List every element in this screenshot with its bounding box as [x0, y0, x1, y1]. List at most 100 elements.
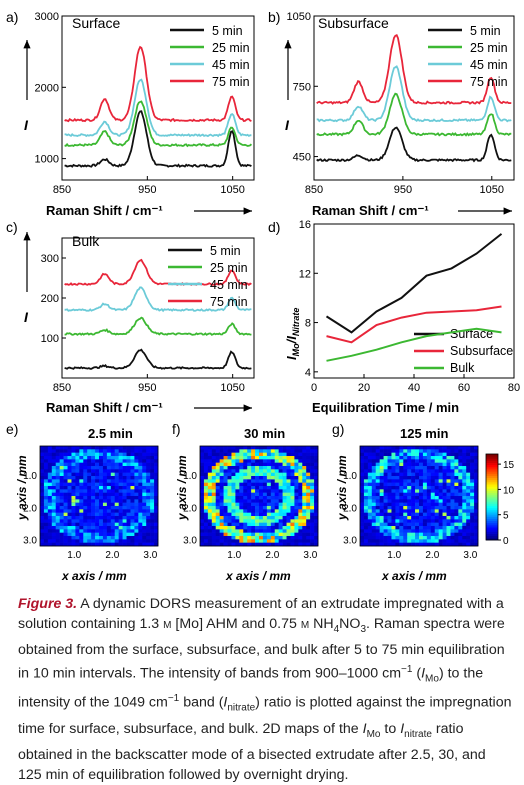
heatmap-cell — [379, 489, 384, 493]
heatmap-cell — [200, 542, 205, 547]
heatmap-cell — [270, 539, 276, 543]
heatmap-cell — [227, 446, 232, 450]
heatmap-cell — [446, 522, 451, 527]
heatmap-cell — [251, 469, 256, 473]
heatmap-cell — [102, 516, 108, 520]
heatmap-cell — [59, 449, 64, 453]
series-line-25-min — [64, 316, 252, 336]
heatmap-cell — [422, 469, 428, 473]
heatmap-cell — [360, 446, 365, 450]
heatmap-cell — [411, 456, 416, 460]
heatmap-cell — [200, 476, 205, 480]
heatmap-cell — [146, 506, 151, 510]
heatmap-cell — [203, 496, 209, 500]
x-tick-label: 1.0 — [67, 550, 81, 561]
heatmap-cell — [442, 446, 447, 450]
heatmap-cell — [278, 489, 283, 493]
heatmap-cell — [430, 526, 436, 530]
heatmap-cell — [419, 496, 424, 500]
heatmap-cell — [219, 482, 224, 487]
heatmap-cell — [415, 522, 420, 527]
heatmap-cell — [79, 512, 84, 517]
heatmap-cell — [375, 452, 380, 457]
x-tick-label: 3.0 — [463, 550, 477, 561]
heatmap-cell — [75, 532, 80, 537]
heatmap-cell — [211, 489, 217, 493]
heatmap-cell — [239, 512, 244, 517]
heatmap-cell — [211, 526, 217, 530]
heatmap-cell — [419, 509, 424, 513]
heatmap-cell — [363, 529, 369, 533]
x-tick-label: 1050 — [480, 184, 504, 196]
heatmap-cell — [247, 479, 252, 483]
heatmap-cell — [255, 499, 260, 503]
plot-frame-b — [313, 15, 515, 181]
heatmap-cell — [110, 519, 116, 523]
heatmap-cell — [255, 469, 260, 473]
heatmap-cell — [454, 496, 459, 500]
heatmap-cell — [387, 459, 392, 463]
heatmap-cell — [434, 462, 439, 467]
colorbar-segment — [486, 533, 498, 537]
heatmap-cell — [403, 499, 408, 503]
heatmap-cell — [130, 509, 135, 513]
heatmap-cell — [371, 492, 377, 497]
heatmap-cell — [262, 472, 268, 477]
heatmap-cell — [239, 522, 244, 527]
heatmap-cell — [91, 489, 96, 493]
heatmap-cell — [122, 446, 127, 450]
heatmap-cell — [399, 452, 404, 457]
heatmap-cell — [255, 506, 260, 510]
heatmap-cell — [270, 512, 276, 517]
heatmap-cell — [55, 539, 60, 543]
heatmap-cell — [391, 496, 396, 500]
heatmap-cell — [375, 512, 380, 517]
heatmap-cell — [411, 536, 416, 540]
heatmap-cell — [142, 446, 147, 450]
colorbar-segment — [486, 492, 498, 496]
heatmap-cell — [59, 532, 64, 537]
heatmap-cell — [360, 482, 365, 487]
heatmap-cell — [95, 446, 100, 450]
heatmap-cell — [251, 499, 256, 503]
heatmap-cell — [134, 449, 139, 453]
heatmap-cell — [106, 479, 112, 483]
heatmap-cell — [215, 489, 220, 493]
heatmap-cell — [306, 486, 311, 490]
heatmap-cell — [298, 446, 303, 450]
heatmap-cell — [110, 539, 116, 543]
heatmap-cell — [286, 542, 291, 547]
heatmap-cell — [255, 449, 260, 453]
heatmap-cell — [51, 449, 57, 453]
heatmap-cell — [360, 449, 365, 453]
heatmap-cell — [122, 456, 127, 460]
heatmap-cell — [399, 489, 404, 493]
heatmap-cell — [43, 496, 49, 500]
heatmap-cell — [207, 539, 213, 543]
heatmap-cell — [91, 532, 96, 537]
heatmap-cell — [375, 486, 380, 490]
heatmap-cell — [55, 526, 60, 530]
heatmap-cell — [122, 462, 127, 467]
heatmap-cell — [458, 456, 463, 460]
heatmap-cell — [110, 509, 116, 513]
panel-title-surface: Surface — [72, 15, 120, 31]
caption-text: ( — [412, 665, 422, 682]
heatmap-cell — [83, 472, 88, 477]
heatmap-cell — [99, 529, 104, 533]
heatmap-cell — [43, 462, 49, 467]
heatmap-cell — [138, 509, 143, 513]
heatmap-cell — [278, 452, 283, 457]
heatmap-cell — [422, 519, 428, 523]
heatmap-cell — [422, 542, 428, 547]
heatmap-cell — [266, 496, 272, 500]
heatmap-cell — [122, 529, 127, 533]
heatmap-cell — [367, 532, 373, 537]
heatmap-cell — [363, 486, 369, 490]
heatmap-cell — [259, 509, 264, 513]
heatmap-cell — [146, 446, 151, 450]
heatmap-cell — [215, 492, 220, 497]
heatmap-cell — [67, 519, 72, 523]
heatmap-cell — [200, 456, 205, 460]
heatmap-cell — [110, 449, 116, 453]
